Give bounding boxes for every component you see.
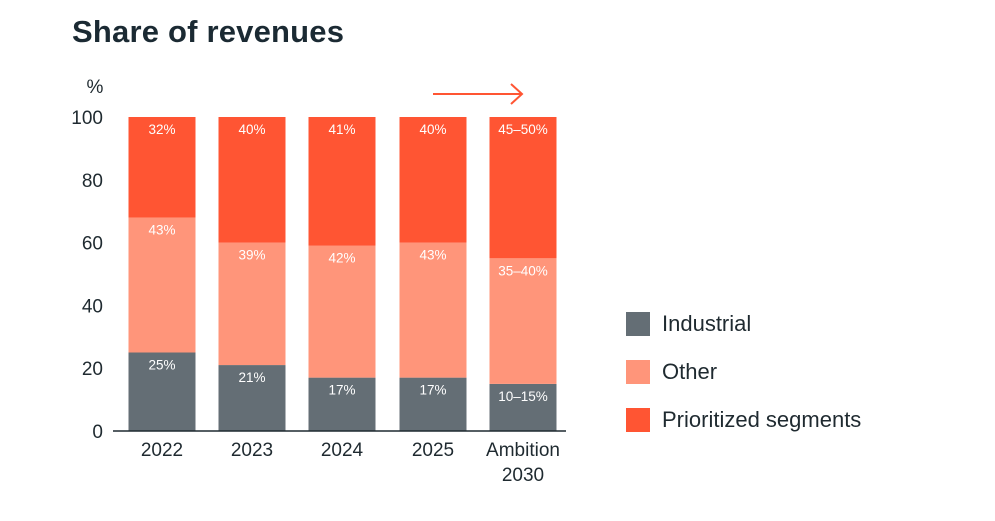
- y-axis-unit-label: %: [87, 77, 104, 98]
- x-tick-label: 2025: [412, 440, 454, 461]
- legend-swatch-industrial: [626, 312, 650, 336]
- x-tick-label: 2023: [231, 440, 273, 461]
- data-label-other: 43%: [419, 248, 446, 263]
- bar-segment-other: [218, 242, 286, 366]
- y-tick-label: 60: [82, 234, 103, 255]
- data-label-other: 43%: [148, 222, 175, 237]
- legend-item-prioritized: Prioritized segments: [626, 407, 862, 432]
- data-label-industrial: 17%: [419, 383, 446, 398]
- x-tick-label: 2024: [321, 440, 364, 461]
- bar-segment-prioritized: [128, 117, 196, 218]
- x-tick-label: 2030: [502, 465, 544, 486]
- legend-swatch-other: [626, 360, 650, 384]
- data-label-other: 35–40%: [498, 263, 548, 278]
- bar-segment-other: [128, 217, 196, 353]
- data-label-prioritized: 40%: [419, 122, 446, 137]
- y-tick-label: 80: [82, 171, 103, 192]
- bar-segment-prioritized: [308, 117, 376, 246]
- y-tick-label: 40: [82, 296, 103, 317]
- data-label-industrial: 21%: [238, 370, 265, 385]
- data-label-industrial: 10–15%: [498, 389, 548, 404]
- data-label-industrial: 17%: [328, 383, 355, 398]
- bar-segment-industrial: [399, 377, 467, 431]
- bar-segment-other: [399, 242, 467, 378]
- data-label-prioritized: 41%: [328, 122, 355, 137]
- bar-segment-other: [308, 245, 376, 378]
- y-tick-label: 20: [82, 359, 103, 380]
- legend: Industrial Other Prioritized segments: [626, 311, 862, 456]
- data-label-industrial: 25%: [148, 358, 175, 373]
- data-label-other: 39%: [238, 248, 265, 263]
- legend-item-industrial: Industrial: [626, 311, 861, 336]
- legend-label-industrial: Industrial: [662, 311, 752, 336]
- chart-title: Share of revenues: [72, 14, 345, 49]
- bar-segment-prioritized: [399, 117, 467, 243]
- bar-segment-other: [489, 258, 557, 384]
- bar-segment-industrial: [128, 352, 196, 431]
- bar-segment-industrial: [218, 365, 286, 431]
- bar-segment-industrial: [489, 383, 557, 431]
- annotation-arrow-head: [510, 83, 524, 105]
- data-label-other: 42%: [328, 251, 355, 266]
- data-label-prioritized: 32%: [148, 122, 175, 137]
- y-tick-label: 100: [71, 108, 103, 129]
- legend-label-prioritized: Prioritized segments: [662, 407, 862, 432]
- x-tick-label: 2022: [141, 440, 183, 461]
- bar-segment-prioritized: [218, 117, 286, 243]
- legend-swatch-prioritized: [626, 408, 650, 432]
- legend-item-other: Other: [626, 359, 861, 384]
- x-tick-label: Ambition: [486, 440, 560, 461]
- bar-segment-prioritized: [489, 117, 557, 259]
- data-label-prioritized: 45–50%: [498, 122, 548, 137]
- bar-segment-industrial: [308, 377, 376, 431]
- legend-label-other: Other: [662, 359, 718, 384]
- y-tick-label: 0: [92, 422, 103, 443]
- data-label-prioritized: 40%: [238, 122, 265, 137]
